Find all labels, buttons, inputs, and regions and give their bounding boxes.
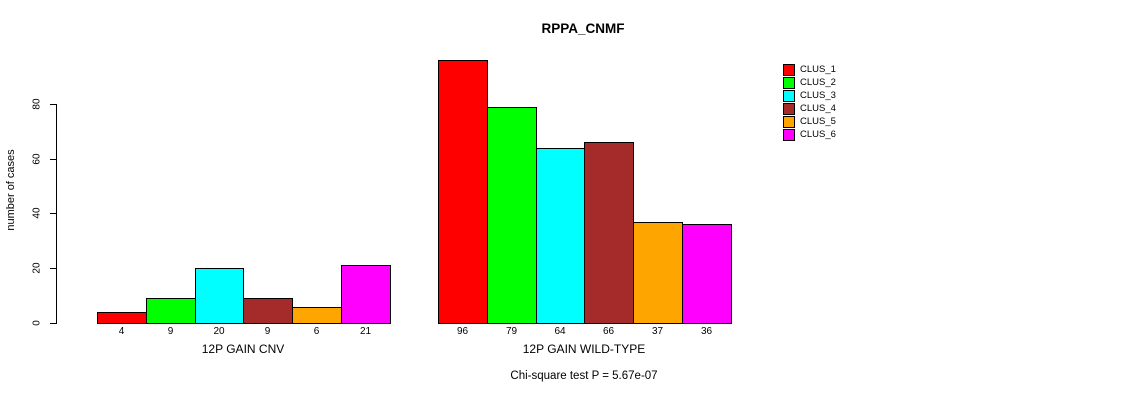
legend-row: CLUS_1	[783, 63, 836, 76]
bar-value-label: 21	[359, 326, 372, 337]
bar	[146, 298, 196, 324]
legend-row: CLUS_6	[783, 128, 836, 141]
bar	[292, 307, 342, 324]
group-label: 12P GAIN WILD-TYPE	[522, 342, 646, 356]
legend-swatch	[783, 89, 795, 102]
legend-label: CLUS_1	[800, 64, 836, 75]
legend-row: CLUS_2	[783, 76, 836, 89]
bar	[438, 60, 488, 324]
y-tick-label: 20	[31, 262, 43, 274]
bar-value-label: 9	[264, 326, 271, 337]
legend-swatch	[783, 63, 795, 76]
legend-label: CLUS_2	[800, 77, 836, 88]
legend: CLUS_1 CLUS_2 CLUS_3 CLUS_4 CLUS_5 CLUS_6	[783, 63, 836, 141]
bar-value-label: 9	[167, 326, 174, 337]
y-tick	[50, 323, 56, 324]
legend-label: CLUS_5	[800, 116, 836, 127]
legend-swatch	[783, 76, 795, 89]
y-tick-label: 60	[31, 153, 43, 165]
y-tick-label: 80	[31, 98, 43, 110]
legend-label: CLUS_3	[800, 90, 836, 101]
bar-value-label: 66	[602, 326, 615, 337]
bar-value-label: 37	[651, 326, 664, 337]
chi-square-annotation: Chi-square test P = 5.67e-07	[510, 370, 658, 382]
y-tick-label: 40	[31, 207, 43, 219]
legend-swatch	[783, 102, 795, 115]
legend-swatch	[783, 115, 795, 128]
bar	[584, 142, 634, 324]
bar-value-label: 96	[456, 326, 469, 337]
legend-row: CLUS_3	[783, 89, 836, 102]
bar-value-label: 79	[505, 326, 518, 337]
chart-title: RPPA_CNMF	[541, 21, 625, 36]
legend-swatch	[783, 128, 795, 141]
y-axis-line	[56, 104, 57, 324]
y-tick-label: 0	[31, 320, 43, 326]
y-tick	[50, 159, 56, 160]
legend-label: CLUS_4	[800, 103, 836, 114]
y-tick	[50, 213, 56, 214]
y-tick	[50, 268, 56, 269]
y-tick	[50, 104, 56, 105]
legend-row: CLUS_5	[783, 115, 836, 128]
group-label: 12P GAIN CNV	[201, 342, 285, 356]
bar	[487, 107, 537, 324]
legend-row: CLUS_4	[783, 102, 836, 115]
bar	[633, 222, 683, 324]
y-axis-label: number of cases	[5, 149, 17, 231]
bar-value-label: 64	[554, 326, 566, 337]
bar-value-label: 36	[700, 326, 713, 337]
bar-value-label: 20	[213, 326, 225, 337]
bar-value-label: 6	[313, 326, 320, 337]
bar	[536, 148, 585, 324]
bar	[243, 298, 293, 324]
bar	[682, 224, 732, 324]
bar	[195, 268, 244, 324]
bar	[341, 265, 391, 324]
bar-value-label: 4	[118, 326, 125, 337]
legend-label: CLUS_6	[800, 129, 836, 140]
bar	[97, 312, 147, 324]
